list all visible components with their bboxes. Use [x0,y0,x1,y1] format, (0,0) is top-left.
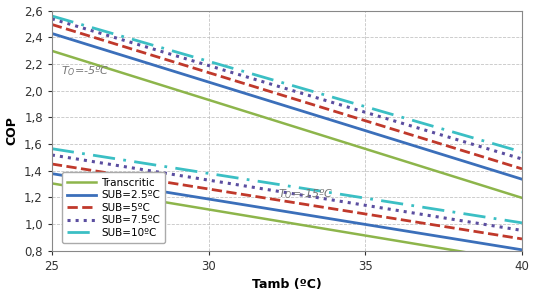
Text: $T_O$=-15ºC: $T_O$=-15ºC [278,187,333,201]
Legend: Transcritic, SUB=2.5ºC, SUB=5ºC, SUB=7.5ºC, SUB=10ºC: Transcritic, SUB=2.5ºC, SUB=5ºC, SUB=7.5… [62,173,165,243]
X-axis label: Tamb (ºC): Tamb (ºC) [252,279,322,291]
Y-axis label: COP: COP [5,116,19,145]
Text: $T_O$=-5ºC: $T_O$=-5ºC [62,65,110,78]
